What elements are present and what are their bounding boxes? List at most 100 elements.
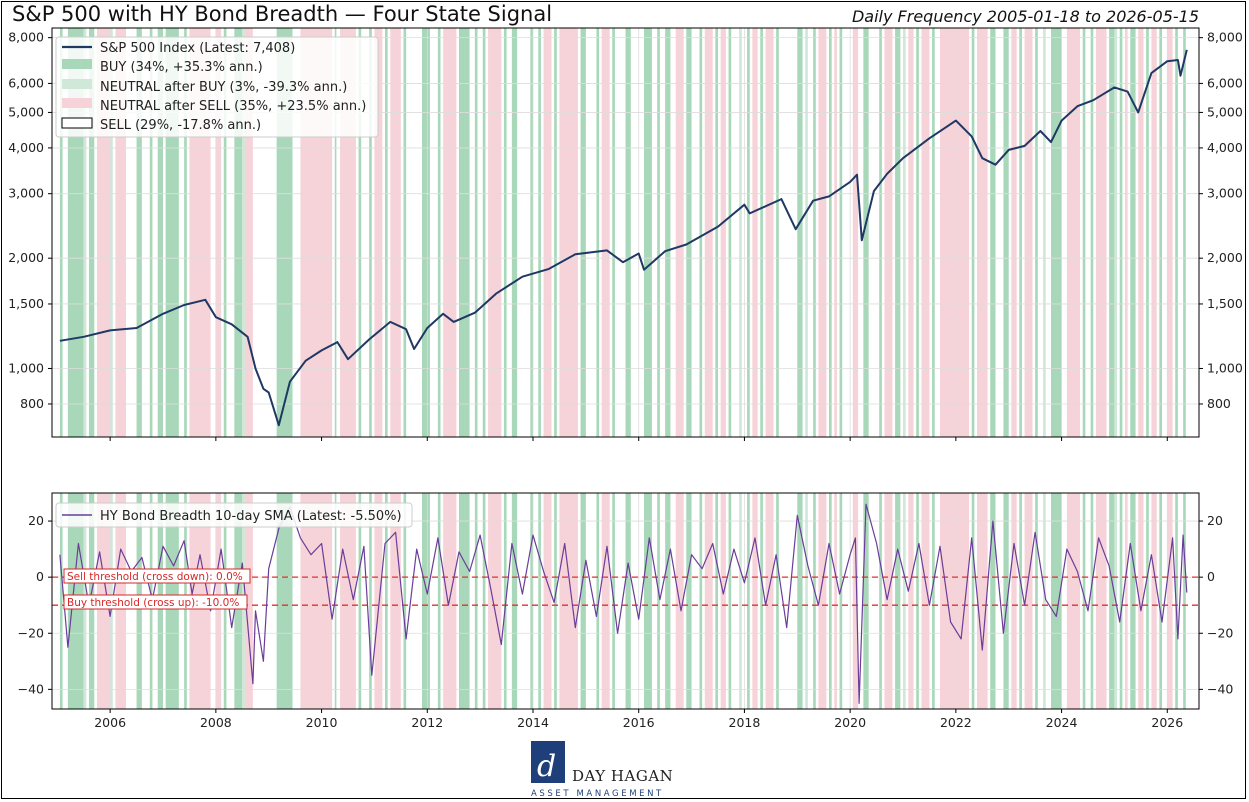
x-tick-label: 2024 <box>1046 715 1078 730</box>
state-band-buy <box>895 493 901 709</box>
state-band-buy <box>715 28 718 437</box>
x-tick-label: 2012 <box>411 715 443 730</box>
state-band-buy <box>437 28 441 437</box>
top-legend: S&P 500 Index (Latest: 7,408) BUY (34%, … <box>55 36 379 138</box>
state-band-neutral-after-buy <box>805 28 808 437</box>
x-axis-ticks: 2006 2008 2010 2012 2014 2016 2018 2020 2022 2024… <box>94 437 1183 730</box>
state-band-neutral-after-sell <box>704 493 713 709</box>
legend-label-sell: SELL (29%, -17.8% ann.) <box>100 118 261 133</box>
state-band-neutral-after-sell <box>1138 493 1144 709</box>
state-band-buy <box>686 493 692 709</box>
state-band-buy <box>932 493 935 709</box>
top-y-tick-right: 4,000 <box>1207 140 1243 155</box>
state-band-neutral-after-sell <box>390 28 401 437</box>
state-band-neutral-after-sell <box>720 28 726 437</box>
state-band-buy <box>1003 493 1009 709</box>
state-band-buy <box>385 493 388 709</box>
x-tick-label: 2010 <box>306 715 338 730</box>
bottom-y-tick-right: −40 <box>1207 681 1233 696</box>
state-band-neutral-after-buy <box>110 28 113 437</box>
state-band-neutral-after-sell <box>340 493 356 709</box>
state-band-buy <box>1019 493 1022 709</box>
state-band-buy <box>554 28 557 437</box>
state-band-neutral-after-sell <box>834 28 837 437</box>
x-tick-label: 2006 <box>94 715 126 730</box>
top-y-tick-left: 3,000 <box>8 186 44 201</box>
state-band-buy <box>895 28 901 437</box>
state-band-neutral-after-sell <box>1011 493 1017 709</box>
state-band-buy <box>916 28 919 437</box>
state-band-neutral-after-sell <box>1167 493 1173 709</box>
state-band-buy <box>511 493 518 709</box>
chart-subtitle: Daily Frequency 2005-01-18 to 2026-05-15 <box>851 7 1199 26</box>
state-band-buy <box>1130 493 1136 709</box>
state-band-buy <box>1175 493 1178 709</box>
state-band-buy <box>644 493 652 709</box>
top-y-tick-left: 5,000 <box>8 104 44 119</box>
state-band-buy <box>538 28 541 437</box>
top-y-tick-right: 800 <box>1207 396 1231 411</box>
state-band-buy <box>813 493 816 709</box>
state-band-buy <box>1183 28 1186 437</box>
state-band-buy <box>1082 493 1086 709</box>
state-band-neutral-after-sell <box>115 28 126 437</box>
state-band-buy <box>879 28 882 437</box>
state-band-buy <box>530 28 533 437</box>
state-band-neutral-after-sell <box>1151 28 1157 437</box>
state-band-neutral-after-sell <box>940 28 970 437</box>
state-band-buy <box>482 28 486 437</box>
top-grid <box>52 28 1199 437</box>
bottom-legend: HY Bond Breadth 10-day SMA (Latest: -5.5… <box>55 502 413 528</box>
state-band-buy <box>1159 28 1162 437</box>
legend-swatch-buy <box>62 59 92 69</box>
state-band-neutral-after-sell <box>752 493 758 709</box>
state-band-buy <box>334 28 337 437</box>
legend-label-neutral-buy: NEUTRAL after BUY (3%, -39.3% ann.) <box>100 80 347 95</box>
state-band-neutral-after-sell <box>244 28 253 437</box>
state-band-neutral-after-sell <box>601 493 610 709</box>
state-band-neutral-after-sell <box>1095 28 1107 437</box>
bottom-y-tick-left: −20 <box>18 625 44 640</box>
state-band-buy <box>596 28 600 437</box>
state-band-buy <box>916 493 919 709</box>
state-band-buy <box>1146 493 1149 709</box>
state-band-buy <box>760 28 763 437</box>
state-band-buy <box>657 28 660 437</box>
state-band-buy <box>276 493 293 709</box>
state-band-buy <box>657 493 660 709</box>
top-y-tick-left: 800 <box>20 396 44 411</box>
top-axes-frame <box>51 27 1200 438</box>
state-band-buy <box>990 493 996 709</box>
logo-mark <box>531 741 565 783</box>
state-band-buy <box>699 28 703 437</box>
state-band-buy <box>334 493 337 709</box>
state-band-buy <box>184 28 187 437</box>
state-band-buy <box>580 28 586 437</box>
state-band-buy <box>644 28 652 437</box>
state-band-buy <box>971 28 975 437</box>
top-y-tick-right: 2,000 <box>1207 250 1243 265</box>
state-band-neutral-after-sell <box>559 493 578 709</box>
top-y-tick-left: 1,000 <box>8 360 44 375</box>
state-band-buy <box>747 493 750 709</box>
state-band-buy <box>59 28 63 437</box>
state-band-buy <box>89 28 95 437</box>
state-band-neutral-after-sell <box>834 493 837 709</box>
state-band-buy <box>665 28 671 437</box>
legend-label-breadth: HY Bond Breadth 10-day SMA (Latest: -5.5… <box>100 509 402 524</box>
sp500-line <box>59 49 1188 427</box>
state-band-buy <box>760 493 763 709</box>
state-band-neutral-after-sell <box>1066 493 1081 709</box>
logo-monogram: d <box>537 749 556 784</box>
state-band-neutral-after-buy <box>903 493 906 709</box>
top-y-tick-left: 2,000 <box>8 250 44 265</box>
state-band-buy <box>511 28 518 437</box>
state-band-neutral-after-sell <box>1066 28 1081 437</box>
state-band-buy <box>839 493 843 709</box>
state-band-buy <box>625 28 631 437</box>
state-band-neutral-after-buy <box>805 493 808 709</box>
state-band-neutral-after-sell <box>752 28 758 437</box>
legend-swatch-neutral-sell <box>62 98 92 108</box>
state-band-buy <box>1119 493 1123 709</box>
